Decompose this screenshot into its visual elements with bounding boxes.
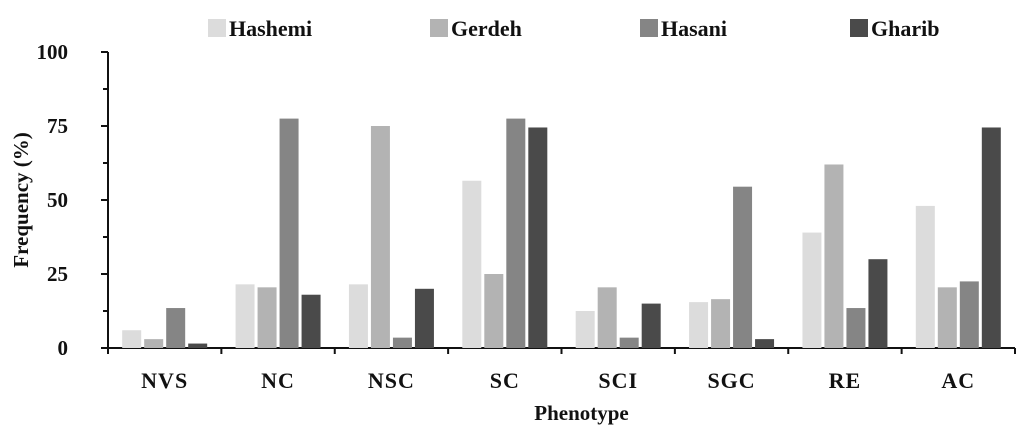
bar-hashemi-nsc xyxy=(348,284,368,348)
y-tick-label: 50 xyxy=(47,188,68,212)
y-tick-label: 25 xyxy=(47,262,68,286)
bar-hasani-sc xyxy=(506,118,526,348)
x-tick-label-nvs: NVS xyxy=(141,368,188,393)
legend-label: Hashemi xyxy=(229,16,312,41)
x-tick-label-sc: SC xyxy=(490,368,520,393)
bar-gharib-ac xyxy=(981,127,1001,348)
x-tick-label-nsc: NSC xyxy=(368,368,415,393)
legend-item-gharib: Gharib xyxy=(850,16,939,41)
bar-gerdeh-sc xyxy=(484,274,504,348)
legend: Hashemi Gerdeh Hasani Gharib xyxy=(208,16,939,41)
legend-item-hashemi: Hashemi xyxy=(208,16,312,41)
bar-gerdeh-sci xyxy=(597,287,617,348)
bar-gharib-nc xyxy=(301,294,321,348)
bar-gerdeh-ac xyxy=(937,287,957,348)
legend-label: Gerdeh xyxy=(451,16,522,41)
legend-swatch xyxy=(640,19,658,37)
legend-swatch xyxy=(430,19,448,37)
x-axis: NVS NC NSC SC SCI SGC RE AC xyxy=(107,347,1016,393)
x-axis-title: Phenotype xyxy=(534,401,629,425)
bar-hashemi-sci xyxy=(575,311,595,348)
bar-gharib-nsc xyxy=(414,288,434,348)
x-tick-label-ac: AC xyxy=(941,368,975,393)
bar-hasani-nvs xyxy=(166,308,186,348)
bar-gharib-re xyxy=(868,259,888,348)
bar-hashemi-ac xyxy=(915,205,935,348)
y-tick-label: 100 xyxy=(37,40,69,64)
bar-hasani-sci xyxy=(619,337,639,348)
bar-gharib-sc xyxy=(528,127,548,348)
bar-gerdeh-nvs xyxy=(144,339,164,348)
x-tick-label-sci: SCI xyxy=(598,368,638,393)
legend-label: Hasani xyxy=(661,16,727,41)
bar-hasani-sgc xyxy=(733,186,753,348)
bar-hasani-ac xyxy=(959,281,979,348)
bar-hasani-nsc xyxy=(392,337,412,348)
y-axis: 0 25 50 75 100 xyxy=(37,40,109,360)
bar-gerdeh-nsc xyxy=(370,126,390,348)
bar-gerdeh-re xyxy=(824,164,844,348)
legend-label: Gharib xyxy=(871,16,939,41)
legend-item-hasani: Hasani xyxy=(640,16,727,41)
y-axis-title: Frequency (%) xyxy=(9,132,33,268)
x-tick-label-sgc: SGC xyxy=(707,368,755,393)
x-tick-label-nc: NC xyxy=(261,368,295,393)
bar-hashemi-nvs xyxy=(122,330,142,348)
bar-gharib-sgc xyxy=(755,339,775,348)
bar-hasani-nc xyxy=(279,118,299,348)
bar-hashemi-sc xyxy=(462,180,482,348)
legend-swatch xyxy=(850,19,868,37)
legend-item-gerdeh: Gerdeh xyxy=(430,16,522,41)
legend-swatch xyxy=(208,19,226,37)
y-tick-label: 0 xyxy=(58,336,69,360)
x-tick-label-re: RE xyxy=(829,368,862,393)
bar-gharib-sci xyxy=(641,303,661,348)
bar-hashemi-sgc xyxy=(689,302,709,348)
bar-gharib-nvs xyxy=(188,343,208,348)
bar-gerdeh-sgc xyxy=(711,299,731,348)
bars xyxy=(122,118,1001,348)
bar-gerdeh-nc xyxy=(257,287,277,348)
bar-hasani-re xyxy=(846,308,866,348)
y-tick-label: 75 xyxy=(47,114,68,138)
bar-hashemi-re xyxy=(802,232,822,348)
bar-hashemi-nc xyxy=(235,284,255,348)
